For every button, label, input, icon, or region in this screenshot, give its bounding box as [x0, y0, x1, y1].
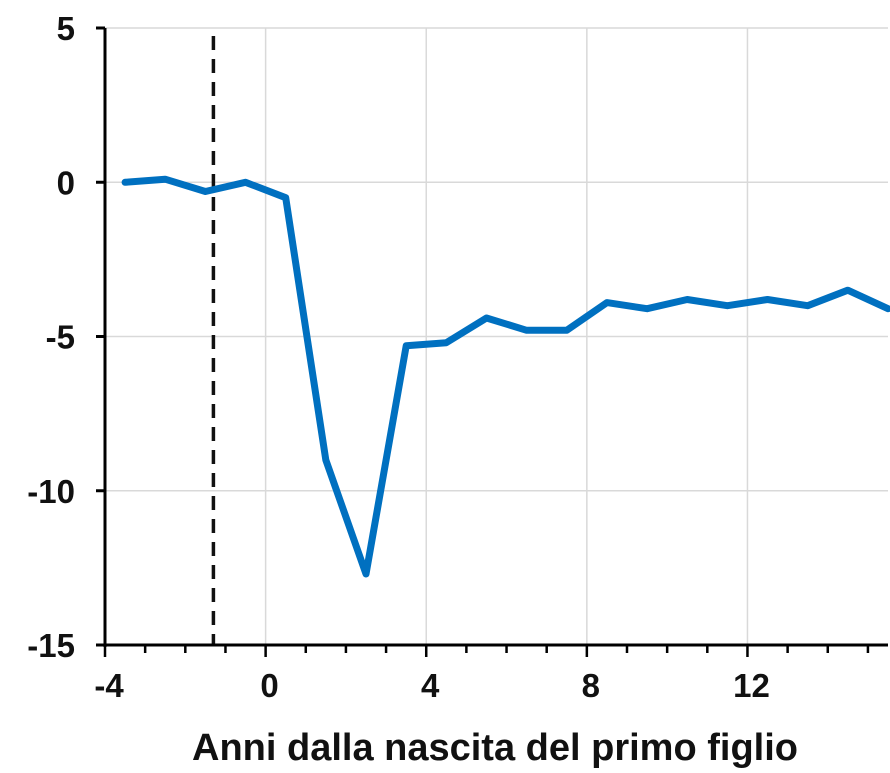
x-tick-label-4: 12: [733, 667, 770, 704]
series-group: [121, 175, 890, 578]
y-tick-label-4: -15: [27, 627, 75, 664]
x-tick-label-2: 4: [421, 667, 440, 704]
y-tick-label-0: 5: [57, 10, 75, 47]
gridlines: [105, 27, 888, 646]
axes: [96, 26, 888, 657]
y-tick-label-1: 0: [57, 164, 75, 201]
x-tick-label-1: 0: [260, 667, 278, 704]
tick-labels: 5 0 -5 -10 -15 -4 0 4 8 12: [27, 10, 770, 704]
series-line-0: [121, 175, 890, 578]
y-tick-label-2: -5: [46, 319, 75, 356]
x-tick-label-3: 8: [582, 667, 600, 704]
x-axis-title: Anni dalla nascita del primo figlio: [192, 727, 798, 769]
x-tick-label-0: -4: [94, 667, 124, 704]
y-tick-label-3: -10: [27, 473, 75, 510]
